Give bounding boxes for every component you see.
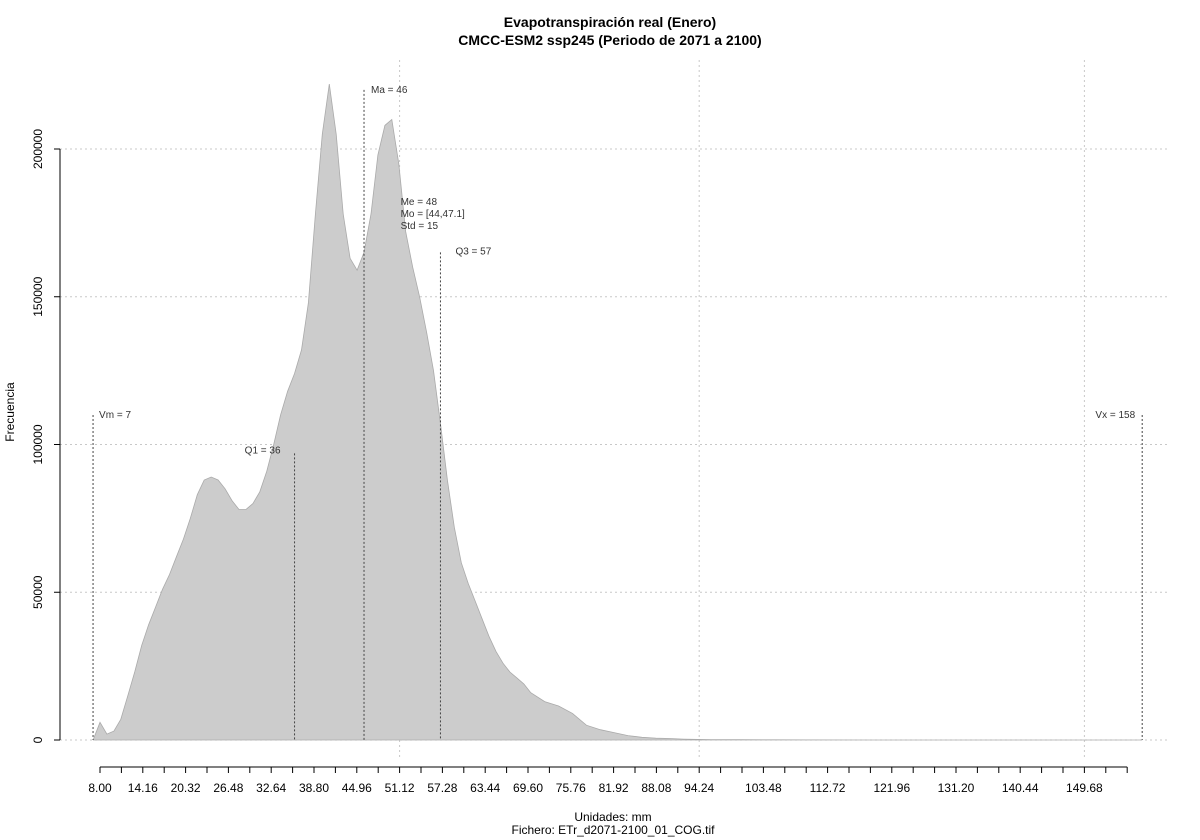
chart-title: Evapotranspiración real (Enero) xyxy=(504,14,716,30)
x-tick-label: 38.80 xyxy=(299,781,329,795)
y-tick-label: 100000 xyxy=(31,424,45,464)
x-tick-label: 57.28 xyxy=(427,781,457,795)
x-tick-label: 81.92 xyxy=(599,781,629,795)
annotation-label: Std = 15 xyxy=(401,221,439,232)
x-tick-label: 44.96 xyxy=(342,781,372,795)
annotation-label: Mo = [44,47.1] xyxy=(401,209,465,220)
x-tick-label: 26.48 xyxy=(213,781,243,795)
x-tick-label: 14.16 xyxy=(128,781,158,795)
axes: 0 50000 100000 150000 200000 8.00 14.16 20.32 26… xyxy=(31,129,1128,795)
x-axis-label: Unidades: mm xyxy=(574,810,651,824)
x-tick-label: 121.96 xyxy=(873,781,910,795)
annotation-label: Vx = 158 xyxy=(1095,410,1135,421)
x-tick-label: 32.64 xyxy=(256,781,286,795)
x-tick-label: 51.12 xyxy=(385,781,415,795)
annotation-label: Ma = 46 xyxy=(371,85,408,96)
chart-subtitle: CMCC-ESM2 ssp245 (Periodo de 2071 a 2100… xyxy=(458,32,761,48)
x-tick-label: 20.32 xyxy=(171,781,201,795)
x-tick-label: 8.00 xyxy=(88,781,112,795)
x-tick-label: 63.44 xyxy=(470,781,500,795)
x-tick-label: 88.08 xyxy=(641,781,671,795)
x-tick-label: 149.68 xyxy=(1066,781,1103,795)
y-tick-label: 0 xyxy=(31,736,45,743)
annotation-label: Q3 = 57 xyxy=(455,246,491,257)
annotation-label: Vm = 7 xyxy=(99,410,131,421)
marker-lines xyxy=(92,89,1143,740)
x-tick-label: 131.20 xyxy=(938,781,975,795)
y-tick-label: 200000 xyxy=(31,129,45,169)
y-tick-label: 50000 xyxy=(31,575,45,609)
file-footer: Fichero: ETr_d2071-2100_01_COG.tif xyxy=(512,823,716,837)
x-tick-label: 103.48 xyxy=(745,781,782,795)
x-tick-label: 94.24 xyxy=(684,781,714,795)
x-tick-label: 140.44 xyxy=(1002,781,1039,795)
y-axis-label: Frecuencia xyxy=(3,382,17,442)
annotation-label: Me = 48 xyxy=(401,197,438,208)
annotation-label: Q1 = 36 xyxy=(245,445,281,456)
x-tick-label: 69.60 xyxy=(513,781,543,795)
x-tick-label: 112.72 xyxy=(810,781,846,795)
frequency-area xyxy=(92,83,1143,741)
y-tick-label: 150000 xyxy=(31,276,45,316)
x-tick-label: 75.76 xyxy=(556,781,586,795)
